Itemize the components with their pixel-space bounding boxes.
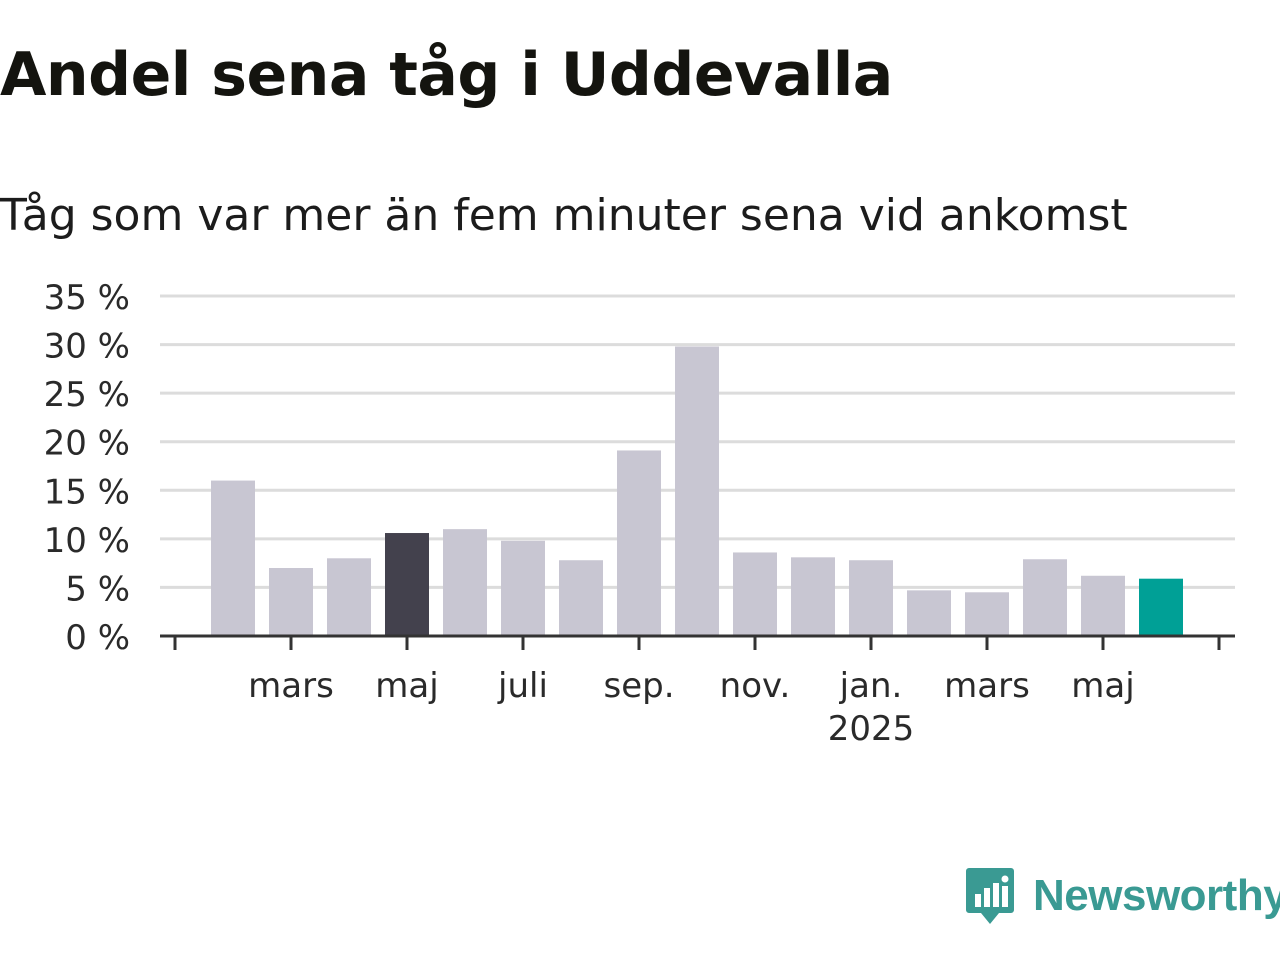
bar bbox=[617, 450, 661, 636]
bar bbox=[1023, 559, 1067, 636]
y-tick-label: 10 % bbox=[44, 521, 130, 561]
bar bbox=[327, 558, 371, 636]
x-tick-label: juli bbox=[497, 666, 548, 706]
y-tick-label: 30 % bbox=[44, 327, 130, 367]
bar bbox=[211, 480, 255, 636]
x-tick-label: mars bbox=[944, 666, 1030, 706]
bar bbox=[965, 592, 1009, 636]
bars bbox=[211, 346, 1183, 636]
x-tick-label: sep. bbox=[603, 666, 674, 706]
bar bbox=[849, 560, 893, 636]
x-tick-label: mars bbox=[248, 666, 334, 706]
bar bbox=[907, 590, 951, 636]
bar bbox=[1139, 578, 1183, 636]
x-tick-label: jan. bbox=[839, 666, 903, 706]
y-tick-label: 0 % bbox=[65, 618, 130, 658]
bar bbox=[385, 533, 429, 636]
x-year-label: 2025 bbox=[828, 709, 915, 749]
y-tick-label: 35 % bbox=[44, 278, 130, 318]
bar bbox=[269, 568, 313, 636]
y-tick-label: 5 % bbox=[65, 569, 130, 609]
bar bbox=[559, 560, 603, 636]
bar bbox=[791, 557, 835, 636]
x-axis-tick-labels: mars maj juli sep. nov. jan. mars maj 2025 bbox=[248, 666, 1135, 749]
x-axis bbox=[160, 634, 1235, 650]
x-tick-label: maj bbox=[375, 666, 438, 706]
chart-subtitle: Tåg som var mer än fem minuter sena vid … bbox=[0, 190, 1128, 241]
x-tick-label: nov. bbox=[720, 666, 791, 706]
bar bbox=[443, 529, 487, 636]
chart-title: Andel sena tåg i Uddevalla bbox=[0, 40, 893, 110]
bar bbox=[1081, 575, 1125, 636]
y-tick-label: 25 % bbox=[44, 375, 130, 415]
bar bbox=[675, 346, 719, 636]
bar-chart: 0 % 5 % 10 % 15 % 20 % 25 % 30 % 35 % mars maj ju… bbox=[44, 278, 1235, 749]
y-tick-label: 20 % bbox=[44, 424, 130, 464]
newsworthy-logo: Newsworthy bbox=[965, 866, 1280, 926]
bar bbox=[733, 552, 777, 636]
bar bbox=[501, 540, 545, 636]
newsworthy-chart-icon bbox=[966, 868, 1014, 924]
y-tick-label: 15 % bbox=[44, 472, 130, 512]
x-tick-label: maj bbox=[1071, 666, 1134, 706]
brand-name: Newsworthy bbox=[1033, 871, 1280, 920]
y-axis-tick-labels: 0 % 5 % 10 % 15 % 20 % 25 % 30 % 35 % bbox=[44, 278, 130, 658]
